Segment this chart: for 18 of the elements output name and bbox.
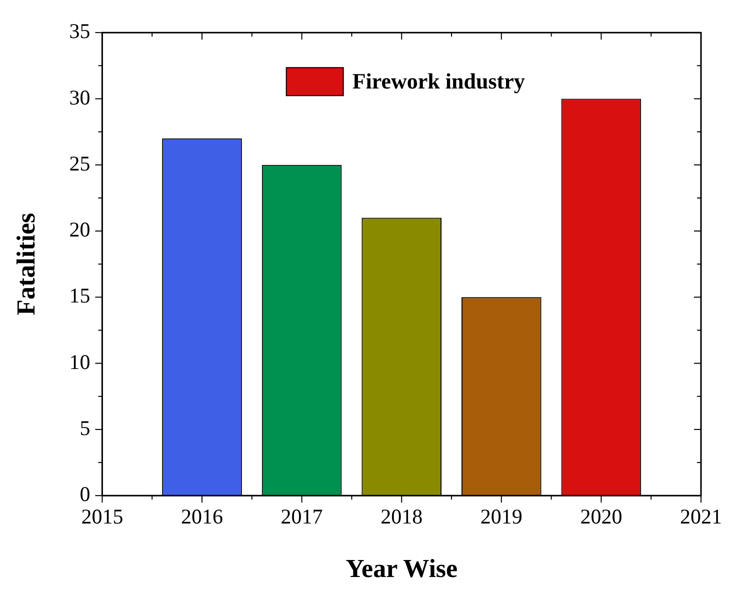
y-tick-label: 20 <box>69 218 90 242</box>
x-axis-title: Year Wise <box>346 554 458 584</box>
y-tick-label: 25 <box>69 151 90 176</box>
legend-label: Firework industry <box>352 68 525 94</box>
y-tick-label: 30 <box>69 85 90 110</box>
x-tick-label: 2016 <box>181 504 223 529</box>
x-tick-label: 2017 <box>280 504 323 529</box>
y-tick-label: 15 <box>69 284 90 308</box>
y-axis-title: Fatalities <box>11 212 40 316</box>
x-tick-label: 2015 <box>81 504 124 529</box>
x-tick-label: 2020 <box>580 504 622 529</box>
y-tick-label: 0 <box>80 482 90 506</box>
x-tick-label: 2018 <box>380 504 423 529</box>
x-tick-label: 2019 <box>480 504 522 529</box>
y-tick-label: 35 <box>69 19 90 44</box>
y-tick-label: 5 <box>80 416 90 440</box>
x-tick-label: 2021 <box>680 504 722 529</box>
y-tick-label: 10 <box>69 350 90 374</box>
